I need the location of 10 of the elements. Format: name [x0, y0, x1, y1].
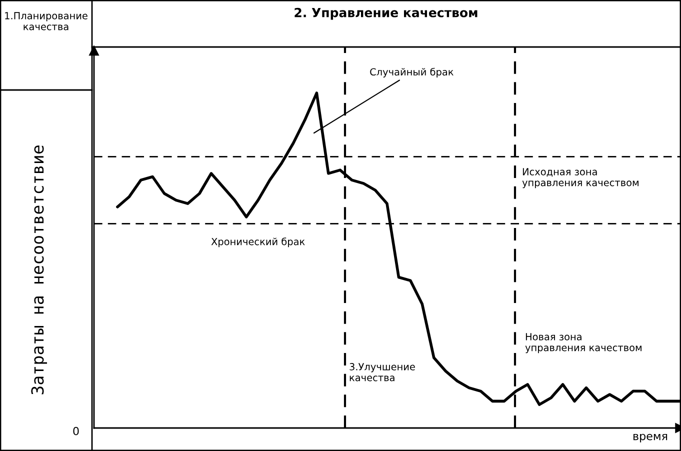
text: Случайный брак	[370, 68, 454, 78]
text: 0	[73, 426, 79, 436]
annotation: 3.Улучшение качества	[350, 363, 415, 382]
annotation: Новая зона управления качеством	[525, 333, 642, 354]
chart-title: 2. Управление качеством	[294, 8, 478, 20]
text: время	[634, 434, 668, 442]
annotation: Исходная зона управления качеством	[522, 168, 638, 188]
ref-line-label: Хронический брак	[211, 238, 305, 248]
y-axis-title: Затраты на несоответствие	[31, 146, 47, 394]
text: 1.Планирование качества	[5, 12, 88, 30]
